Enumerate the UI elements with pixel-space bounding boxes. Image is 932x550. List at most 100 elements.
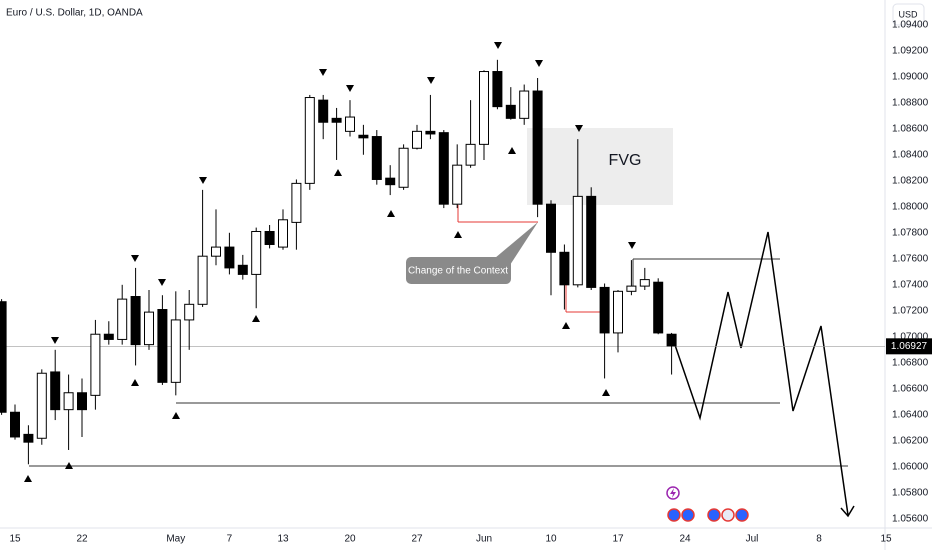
y-tick-label: 1.09000 [892,71,929,82]
candle-body [50,371,61,411]
y-tick-label: 1.08000 [892,201,929,212]
swing-low-marker [24,475,32,482]
swing-high-marker [628,242,636,249]
candle-body [613,290,623,334]
candle-body [626,285,637,292]
swing-high-marker [575,125,583,132]
candle-body [465,143,476,166]
candle-body [666,333,677,347]
y-tick-label: 1.07200 [892,305,929,316]
swing-low-marker [172,412,180,419]
last-price-label: 1.06927 [891,341,928,352]
candle-body [479,71,489,145]
candle-body [103,333,114,340]
currency-label: USD [898,9,918,19]
drawings [29,205,855,518]
fvg-label: FVG [609,152,642,169]
candle-body [23,433,34,443]
swing-high-marker [158,279,166,286]
y-tick-label: 1.08600 [892,123,929,134]
swing-high-marker [199,177,207,184]
event-icons [666,486,749,522]
swing-high-marker [51,337,59,344]
y-tick-label: 1.08400 [892,149,929,160]
x-tick-label: 13 [277,534,289,545]
candle-body [599,286,610,334]
swing-high-marker [131,255,139,262]
candle-body [519,90,530,119]
candle-body [157,309,168,383]
candle-body [63,392,74,411]
x-tick-label: 22 [76,534,88,545]
candle-body [653,281,664,334]
callout-pointer [495,222,538,265]
currency-button[interactable] [892,3,925,26]
x-tick-label: 27 [411,534,423,545]
swing-low-marker [252,315,260,322]
x-tick-label: 10 [545,534,557,545]
candle-body [318,99,329,123]
swing-high-marker [346,85,354,92]
x-tick-label: May [166,534,185,545]
candle-body [371,136,382,180]
swing-markers [24,42,636,482]
candle-body [398,147,409,188]
candle-body [224,246,235,269]
event-icon [670,488,676,498]
x-tick-label: 20 [344,534,356,545]
y-tick-label: 1.07600 [892,253,929,264]
swing-high-marker [427,77,435,84]
y-tick-label: 1.05600 [892,514,929,525]
candle-body [532,90,543,205]
x-tick-label: Jun [476,534,492,545]
x-tick-label: 8 [816,534,822,545]
candle-body [36,372,47,439]
swing-low-marker [508,147,516,154]
y-tick-label: 1.08200 [892,175,929,186]
x-tick-label: 17 [612,534,624,545]
candle-body [505,104,516,119]
y-tick-label: 1.07800 [892,227,929,238]
projection-arrowhead [840,505,855,518]
swing-low-marker [602,389,610,396]
candle-body [117,298,128,340]
candle-body [264,230,275,245]
swing-low-marker [65,462,73,469]
y-tick-label: 1.09200 [892,45,929,56]
candle-body [197,255,208,305]
candle-body [130,296,141,346]
candle-body [170,319,181,383]
y-tick-label: 1.07400 [892,279,929,290]
candle-body [385,177,396,186]
swing-high-marker [494,42,502,49]
swing-low-marker [334,169,342,176]
candle-body [438,132,449,205]
y-tick-label: 1.06400 [892,409,929,420]
candle-body [304,97,315,184]
swing-high-marker [535,60,543,67]
candle-body [331,117,342,123]
event-icon [667,508,681,522]
last-price-box [886,338,932,355]
x-tick-label: 15 [880,534,892,545]
x-tick-label: 15 [9,534,21,545]
candle-body [546,203,556,253]
projection-path [674,231,849,516]
callout-box [406,257,511,284]
x-tick-label: 24 [679,534,691,545]
candle-body [572,195,583,286]
chart-title: Euro / U.S. Dollar, 1D, OANDA [6,8,143,19]
candle-body [211,246,221,257]
fvg-zone [527,128,673,205]
swing-low-marker [387,210,395,217]
candle-body [278,219,288,248]
candle-body [291,182,302,223]
callout-text: Change of the Context [408,266,508,277]
y-tick-label: 1.05800 [892,488,929,499]
candle-body [586,195,597,288]
x-tick-label: Jul [746,534,759,545]
y-tick-label: 1.06600 [892,383,929,394]
candle-body [639,279,650,287]
